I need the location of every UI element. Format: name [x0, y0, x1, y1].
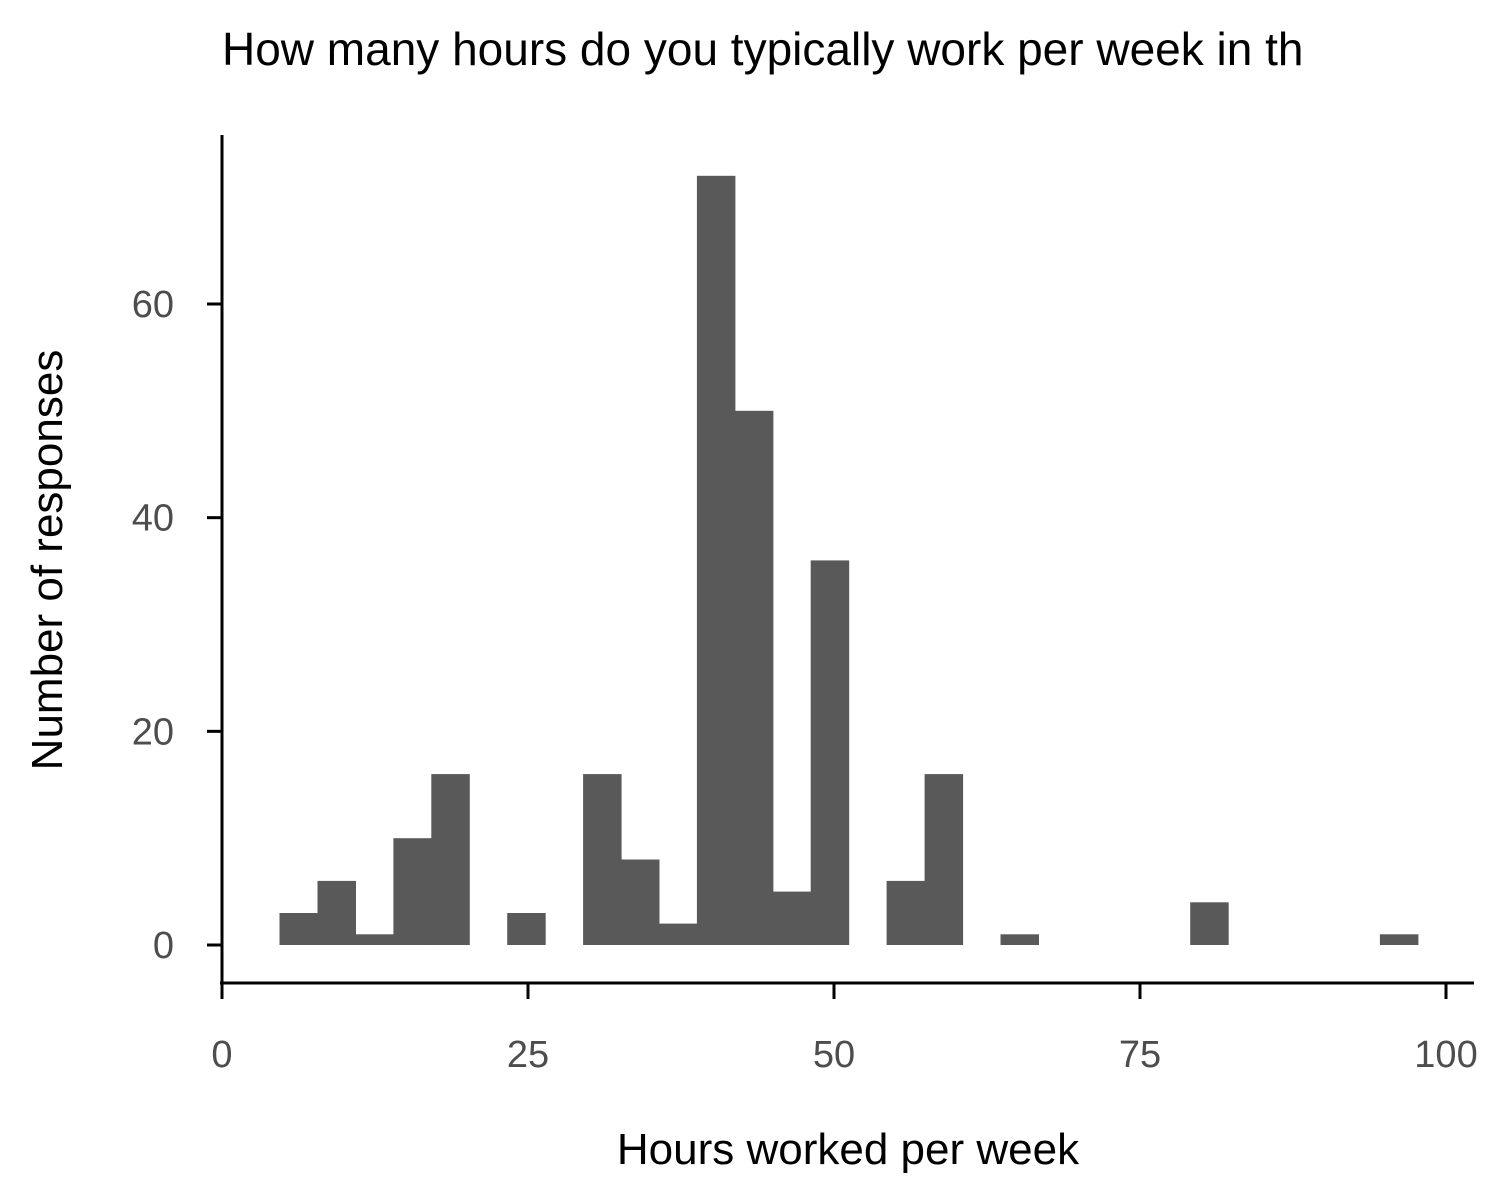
histogram-bar	[507, 913, 546, 945]
y-tick-label: 40	[132, 498, 174, 540]
histogram-bar	[1379, 934, 1419, 945]
histogram-bar	[659, 923, 698, 945]
x-tick-label: 100	[1414, 1034, 1477, 1076]
histogram-bar	[317, 880, 356, 945]
bars-group	[279, 175, 1419, 946]
histogram-bar	[734, 410, 774, 945]
histogram-bar	[696, 175, 736, 946]
x-tick-label: 50	[813, 1034, 855, 1076]
histogram-bar	[583, 774, 622, 945]
histogram-bar	[355, 934, 394, 945]
y-tick-label: 60	[132, 284, 174, 326]
histogram-bar	[1000, 934, 1039, 945]
y-tick-label: 20	[132, 711, 174, 753]
x-axis-title: Hours worked per week	[617, 1125, 1080, 1174]
x-ticks-group: 0 25 50 75 100	[211, 983, 1478, 1076]
histogram-bar	[431, 774, 470, 945]
y-axis-title: Number of responses	[23, 350, 72, 771]
x-tick-label: 25	[507, 1034, 549, 1076]
x-tick-label: 75	[1119, 1034, 1161, 1076]
histogram-bar	[810, 560, 850, 945]
x-tick-label: 0	[211, 1034, 232, 1076]
histogram-bar	[279, 913, 318, 945]
histogram-bar	[393, 838, 432, 945]
histogram-bar	[1190, 902, 1229, 945]
y-tick-label: 0	[153, 925, 174, 967]
histogram-bar	[924, 774, 964, 945]
histogram-bar	[886, 880, 926, 945]
histogram-bar	[621, 859, 660, 945]
y-ticks-group: 0 20 40 60	[132, 284, 222, 967]
histogram-bar	[772, 891, 812, 945]
chart-title: How many hours do you typically work per…	[222, 23, 1303, 75]
